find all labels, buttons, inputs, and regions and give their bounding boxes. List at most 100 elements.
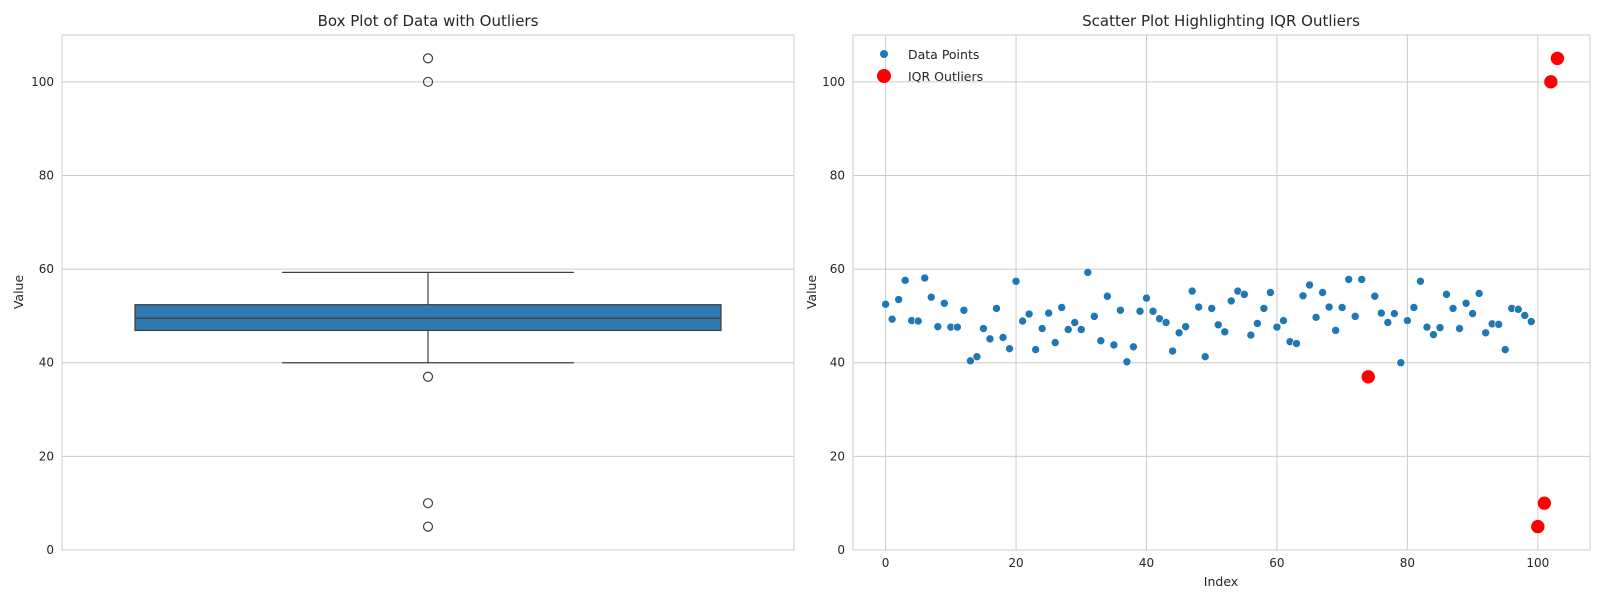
data-point — [1011, 276, 1021, 286]
data-point — [1240, 290, 1249, 299]
data-point — [1500, 345, 1510, 354]
data-point — [1292, 339, 1301, 348]
box-ytick-label: 60 — [39, 262, 54, 276]
data-point — [1135, 306, 1145, 316]
data-point — [1350, 312, 1360, 321]
data-point — [1403, 316, 1412, 325]
scatter-ytick-label: 80 — [830, 168, 845, 182]
data-point — [1174, 328, 1184, 338]
data-point — [933, 322, 943, 331]
data-point — [1057, 303, 1067, 312]
data-point — [1090, 312, 1099, 321]
data-point — [1161, 318, 1171, 327]
data-point — [1527, 317, 1536, 326]
data-point — [1370, 291, 1380, 301]
iqr-outlier-point — [1550, 51, 1565, 66]
data-point — [1455, 324, 1464, 333]
data-point — [1109, 340, 1119, 350]
box-plot-body — [134, 271, 722, 364]
data-point — [1024, 309, 1034, 319]
data-point — [1409, 303, 1419, 312]
box-ytick-label: 20 — [39, 449, 54, 463]
scatter-xtick-label: 80 — [1400, 556, 1415, 570]
data-point — [966, 356, 975, 366]
scatter-plot-ylabel: Value — [804, 275, 819, 310]
scatter-xtick-label: 60 — [1269, 556, 1284, 570]
box-y-ticks: 0 20 40 60 80 100 — [31, 75, 54, 557]
data-point — [972, 352, 982, 361]
data-point — [1253, 319, 1262, 328]
data-point — [1181, 322, 1190, 331]
box-outlier-marker — [422, 76, 434, 87]
data-point — [1513, 305, 1523, 314]
box-ytick-label: 80 — [39, 168, 54, 182]
data-point — [1435, 323, 1445, 332]
legend-marker-data-points — [880, 50, 888, 58]
scatter-outliers — [1360, 51, 1565, 534]
scatter-plot-panel: 0 20 40 60 80 100 0 20 40 60 80 100 Scatter Plot H… — [804, 12, 1591, 589]
data-point — [1187, 286, 1197, 296]
data-point — [1305, 280, 1314, 290]
data-point — [998, 333, 1008, 342]
scatter-plot-frame — [852, 34, 1591, 551]
box-plot-ylabel: Value — [11, 275, 26, 310]
data-point — [1116, 305, 1125, 315]
data-point — [1331, 326, 1340, 335]
data-point — [1494, 320, 1503, 329]
data-point — [1461, 298, 1471, 308]
data-point — [1050, 338, 1060, 347]
box-iqr-rect — [134, 304, 722, 332]
data-point — [1298, 291, 1308, 301]
legend-marker-iqr-outliers — [877, 69, 891, 83]
data-point — [1383, 318, 1393, 327]
data-point — [1416, 276, 1425, 286]
scatter-xtick-label: 20 — [1008, 556, 1023, 570]
data-point — [1390, 309, 1399, 318]
data-point — [881, 299, 890, 309]
data-point — [1063, 325, 1073, 334]
scatter-xtick-label: 40 — [1139, 556, 1154, 570]
data-point — [1266, 288, 1275, 297]
data-point — [1318, 288, 1327, 297]
box-outlier-marker — [422, 521, 434, 532]
data-point — [1481, 328, 1490, 338]
data-point — [1044, 308, 1053, 318]
legend-label-iqr-outliers: IQR Outliers — [908, 69, 983, 84]
data-point — [1037, 324, 1047, 333]
scatter-ytick-label: 60 — [830, 262, 845, 276]
data-point — [1155, 314, 1164, 324]
data-point — [1129, 342, 1138, 352]
box-ytick-label: 40 — [39, 356, 54, 370]
data-point — [1096, 336, 1106, 346]
scatter-plot-xlabel: Index — [1204, 574, 1238, 589]
scatter-y-ticks: 0 20 40 60 80 100 — [822, 75, 845, 557]
box-outlier-marker — [422, 498, 434, 509]
data-point — [1031, 345, 1040, 354]
data-point — [1324, 302, 1334, 312]
scatter-legend: Data Points IQR Outliers — [877, 47, 983, 84]
scatter-xtick-label: 0 — [882, 556, 890, 570]
data-point — [940, 298, 949, 308]
scatter-ytick-label: 100 — [822, 75, 845, 89]
legend-label-data-points: Data Points — [908, 47, 979, 62]
box-outliers — [422, 53, 434, 532]
box-ytick-label: 0 — [46, 543, 54, 557]
box-ytick-label: 100 — [31, 75, 54, 89]
data-point — [1005, 344, 1014, 353]
data-point — [920, 273, 930, 283]
data-point — [913, 316, 923, 326]
scatter-ytick-label: 20 — [830, 449, 845, 463]
data-point — [1311, 313, 1321, 322]
data-point — [979, 324, 988, 333]
box-outlier-marker — [422, 371, 434, 382]
data-point — [894, 295, 903, 304]
data-point — [1226, 296, 1236, 306]
data-point — [1194, 302, 1203, 312]
data-point — [1213, 320, 1223, 330]
box-outlier-marker — [422, 53, 434, 64]
data-point — [1148, 306, 1158, 316]
data-point — [1272, 322, 1282, 332]
data-point — [1207, 304, 1217, 313]
data-point — [1442, 290, 1451, 299]
